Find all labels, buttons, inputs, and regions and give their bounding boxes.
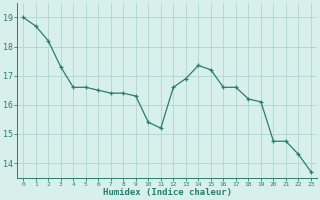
- X-axis label: Humidex (Indice chaleur): Humidex (Indice chaleur): [103, 188, 232, 197]
